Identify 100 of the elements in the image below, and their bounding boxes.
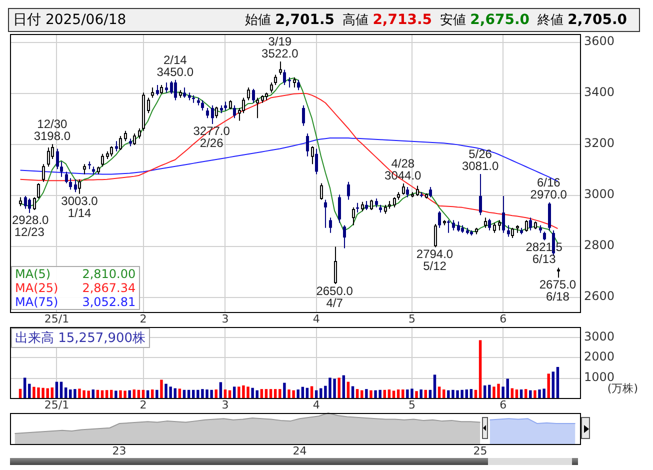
bar: [474, 390, 478, 398]
x-tick-label: 25/1: [44, 312, 70, 326]
candlestick: [507, 224, 510, 238]
y-tick-label: 3400: [584, 84, 615, 99]
bar: [510, 388, 514, 398]
x-tick-label: 25: [473, 444, 488, 458]
candlestick: [211, 104, 214, 125]
candlestick: [283, 69, 286, 86]
y-tick-label: 3600: [584, 34, 615, 48]
y-tick-label: 1000: [584, 370, 615, 384]
bar: [365, 389, 368, 398]
y-axis-title: (万株): [607, 382, 638, 396]
annotation: 3/19 3522.0: [262, 34, 299, 61]
x-tick-label: 3: [222, 312, 229, 326]
bar: [396, 389, 400, 398]
bar: [110, 390, 113, 398]
bar: [346, 382, 350, 398]
bar: [438, 386, 441, 398]
annotation: 3,052.81: [82, 295, 136, 309]
x-tick-label: 4: [312, 312, 320, 326]
x-tick-label: 5: [408, 398, 416, 412]
bar: [132, 389, 136, 398]
candlestick: [452, 220, 455, 231]
x-tick-label: 24: [292, 444, 307, 458]
candlestick: [502, 195, 505, 234]
candlestick: [170, 80, 173, 94]
candlestick: [329, 217, 332, 234]
bar: [69, 389, 72, 398]
x-tick-label: 23: [112, 444, 126, 458]
bar: [296, 389, 300, 398]
candlestick: [438, 210, 441, 228]
candlestick: [206, 107, 209, 119]
bar: [520, 389, 523, 398]
bar: [156, 390, 158, 398]
bar: [524, 389, 528, 398]
candlestick: [74, 178, 77, 193]
bar: [356, 389, 359, 398]
bar: [178, 388, 182, 398]
bar: [433, 374, 436, 398]
bar: [424, 390, 428, 398]
candlestick: [65, 171, 68, 184]
x-tick-label: 6: [500, 312, 507, 326]
bar: [264, 389, 268, 398]
candlestick: [56, 148, 59, 170]
bar: [383, 390, 386, 398]
candlestick: [156, 84, 159, 96]
candlestick: [183, 87, 186, 98]
annotation: 6/16 2970.0: [530, 175, 568, 202]
text: MA(5): [15, 267, 51, 281]
candlestick: [233, 104, 236, 119]
bar: [105, 390, 108, 398]
bar: [174, 388, 176, 398]
x-tick-label: 2: [140, 312, 147, 326]
bar: [547, 374, 550, 398]
candlestick: [174, 79, 177, 101]
bar: [470, 389, 473, 398]
annotation: 2,810.00: [82, 267, 136, 281]
candlestick: [252, 88, 255, 104]
chart-title: 出来高 15,257,900株: [11, 328, 150, 348]
bar: [278, 389, 282, 398]
candlestick: [347, 181, 350, 200]
y-tick-label: 2000: [584, 350, 615, 364]
chart-title: 日付 2025/06/18: [13, 11, 126, 29]
candlestick: [488, 218, 491, 231]
annotation: 2650.0 4/7: [316, 284, 354, 310]
bar: [556, 366, 560, 398]
text: MA(25): [15, 281, 58, 295]
bar: [370, 390, 372, 398]
y-tick-label: 3000: [584, 186, 615, 201]
candlestick: [69, 178, 72, 190]
candlestick: [529, 217, 532, 231]
candlestick: [479, 174, 482, 216]
y-tick-label: 3000: [584, 329, 615, 344]
bar: [428, 390, 432, 398]
candlestick: [24, 195, 27, 210]
bar: [28, 384, 31, 398]
bar: [342, 375, 346, 398]
candlestick: [201, 100, 204, 112]
bar: [192, 390, 195, 398]
bar: [534, 390, 536, 398]
candlestick: [338, 194, 341, 224]
x-tick-label: 3: [222, 398, 229, 412]
annotation: 3003.0 1/14: [61, 194, 98, 220]
bar: [55, 382, 58, 398]
annotation: 2794.0 5/12: [416, 247, 454, 274]
bar: [420, 389, 422, 398]
bar: [306, 388, 309, 398]
bar: [150, 389, 154, 398]
bar: [402, 389, 404, 398]
candlestick: [297, 79, 300, 91]
bar: [137, 390, 140, 398]
candlestick: [429, 186, 432, 198]
bar: [338, 378, 340, 398]
bar: [515, 389, 518, 398]
bar: [483, 385, 486, 398]
bar: [232, 386, 236, 398]
candlestick: [115, 140, 118, 152]
annotation: 2/14 3450.0: [156, 52, 194, 79]
bar: [269, 389, 272, 398]
annotation: 2928.0 12/23: [12, 213, 50, 240]
